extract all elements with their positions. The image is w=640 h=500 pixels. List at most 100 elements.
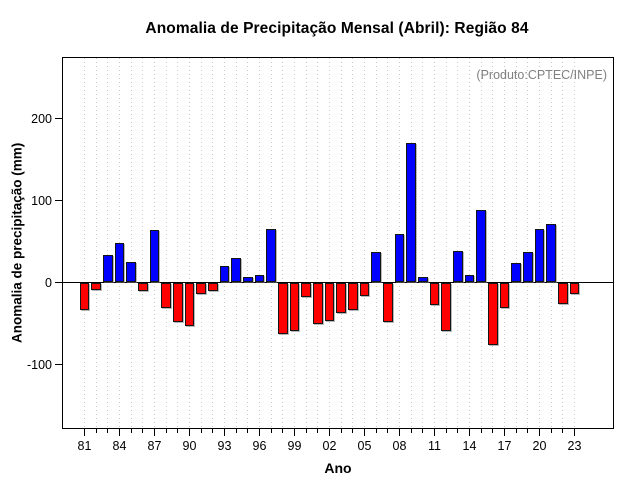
x-tick-label-2008: 08 bbox=[392, 439, 407, 453]
x-tick-label-1981: 81 bbox=[77, 439, 92, 453]
x-minor-tick-1982 bbox=[95, 429, 97, 433]
x-minor-tick-2004 bbox=[352, 429, 354, 433]
bar-2010 bbox=[418, 277, 428, 282]
gridline-1993 bbox=[224, 58, 225, 428]
y-tick-label-0: 0 bbox=[45, 275, 52, 290]
y-tick-label--100: -100 bbox=[26, 357, 52, 372]
gridline-1988 bbox=[165, 58, 167, 428]
x-minor-tick-2013 bbox=[457, 429, 459, 433]
x-minor-tick-2003 bbox=[340, 429, 342, 433]
gridline-2013 bbox=[457, 58, 459, 428]
bar-2001 bbox=[313, 283, 323, 324]
product-annotation: (Produto:CPTEC/INPE) bbox=[476, 68, 607, 82]
x-tick-label-2005: 05 bbox=[357, 439, 372, 453]
x-minor-tick-2021 bbox=[550, 429, 552, 433]
x-minor-tick-1988 bbox=[165, 429, 167, 433]
x-minor-tick-2010 bbox=[422, 429, 424, 433]
x-minor-tick-2016 bbox=[492, 429, 494, 433]
bar-1990 bbox=[184, 283, 195, 326]
x-major-tick-1990 bbox=[189, 429, 190, 436]
x-tick-label-2020: 20 bbox=[532, 439, 547, 453]
gridline-1986 bbox=[142, 58, 144, 428]
bar-2013 bbox=[453, 250, 463, 282]
x-major-tick-1999 bbox=[294, 429, 295, 436]
gridline-1996 bbox=[259, 58, 260, 428]
gridline-2012 bbox=[445, 58, 447, 428]
x-minor-tick-2022 bbox=[562, 429, 564, 433]
bar-1999 bbox=[289, 283, 300, 332]
x-minor-tick-1997 bbox=[270, 429, 272, 433]
x-minor-tick-2007 bbox=[387, 429, 389, 433]
gridline-1981 bbox=[84, 58, 85, 428]
gridline-2018 bbox=[515, 58, 517, 428]
y-tick-label-200: 200 bbox=[31, 111, 52, 126]
bar-2008 bbox=[394, 233, 405, 282]
x-minor-tick-1992 bbox=[212, 429, 214, 433]
bar-2014 bbox=[464, 274, 475, 282]
x-tick-label-2002: 02 bbox=[322, 439, 337, 453]
bar-1985 bbox=[126, 261, 136, 282]
x-major-tick-2008 bbox=[399, 429, 400, 436]
x-major-tick-2011 bbox=[434, 429, 435, 436]
gridline-1999 bbox=[294, 58, 295, 428]
gridline-2011 bbox=[434, 58, 435, 428]
bar-2006 bbox=[371, 251, 381, 282]
gridline-2016 bbox=[492, 58, 494, 428]
x-tick-label-2011: 11 bbox=[428, 439, 441, 453]
gridline-1989 bbox=[177, 58, 179, 428]
gridline-2014 bbox=[469, 58, 470, 428]
bar-1994 bbox=[231, 258, 241, 282]
zero-line bbox=[63, 282, 613, 283]
x-minor-tick-1998 bbox=[282, 429, 284, 433]
bar-1983 bbox=[103, 254, 113, 282]
bar-1995 bbox=[243, 277, 253, 282]
bar-2015 bbox=[476, 209, 486, 282]
x-major-tick-1993 bbox=[224, 429, 225, 436]
x-tick-label-1993: 93 bbox=[217, 439, 232, 453]
gridline-1994 bbox=[235, 58, 237, 428]
x-minor-tick-2015 bbox=[480, 429, 482, 433]
bar-1989 bbox=[173, 283, 183, 322]
bar-1997 bbox=[266, 228, 276, 282]
y-tick-0 bbox=[55, 282, 62, 283]
x-major-tick-2023 bbox=[574, 429, 575, 436]
x-axis-title: Ano bbox=[324, 460, 352, 476]
bar-1988 bbox=[161, 283, 171, 308]
bar-1982 bbox=[91, 283, 101, 291]
x-major-tick-2020 bbox=[539, 429, 540, 436]
gridline-2006 bbox=[375, 58, 377, 428]
bar-2023 bbox=[569, 283, 580, 295]
bar-2007 bbox=[383, 283, 393, 323]
bar-1991 bbox=[196, 283, 206, 294]
gridline-1992 bbox=[212, 58, 214, 428]
bar-2021 bbox=[546, 223, 556, 282]
y-tick--100 bbox=[55, 364, 62, 365]
bar-1987 bbox=[149, 229, 160, 282]
x-tick-label-1990: 90 bbox=[182, 439, 197, 453]
x-tick-label-1984: 84 bbox=[112, 439, 127, 453]
x-minor-tick-1994 bbox=[235, 429, 237, 433]
x-minor-tick-2012 bbox=[445, 429, 447, 433]
gridline-1991 bbox=[200, 58, 202, 428]
gridline-2010 bbox=[422, 58, 424, 428]
bar-1996 bbox=[254, 274, 265, 282]
gridline-1995 bbox=[247, 58, 249, 428]
bar-2003 bbox=[336, 283, 346, 314]
x-major-tick-1987 bbox=[154, 429, 155, 436]
bar-2012 bbox=[441, 283, 451, 332]
gridline-1983 bbox=[107, 58, 109, 428]
gridline-2019 bbox=[527, 58, 529, 428]
gridline-2003 bbox=[340, 58, 342, 428]
bar-2019 bbox=[523, 251, 533, 282]
x-minor-tick-2019 bbox=[527, 429, 529, 433]
x-minor-tick-2006 bbox=[375, 429, 377, 433]
x-major-tick-1981 bbox=[84, 429, 85, 436]
bar-2002 bbox=[324, 283, 335, 321]
bar-2018 bbox=[511, 263, 521, 282]
gridline-1985 bbox=[130, 58, 132, 428]
gridline-2002 bbox=[329, 58, 330, 428]
plot-area: (Produto:CPTEC/INPE) Anomalia de precipi… bbox=[10, 57, 614, 476]
gridline-2022 bbox=[562, 58, 564, 428]
x-minor-tick-1991 bbox=[200, 429, 202, 433]
